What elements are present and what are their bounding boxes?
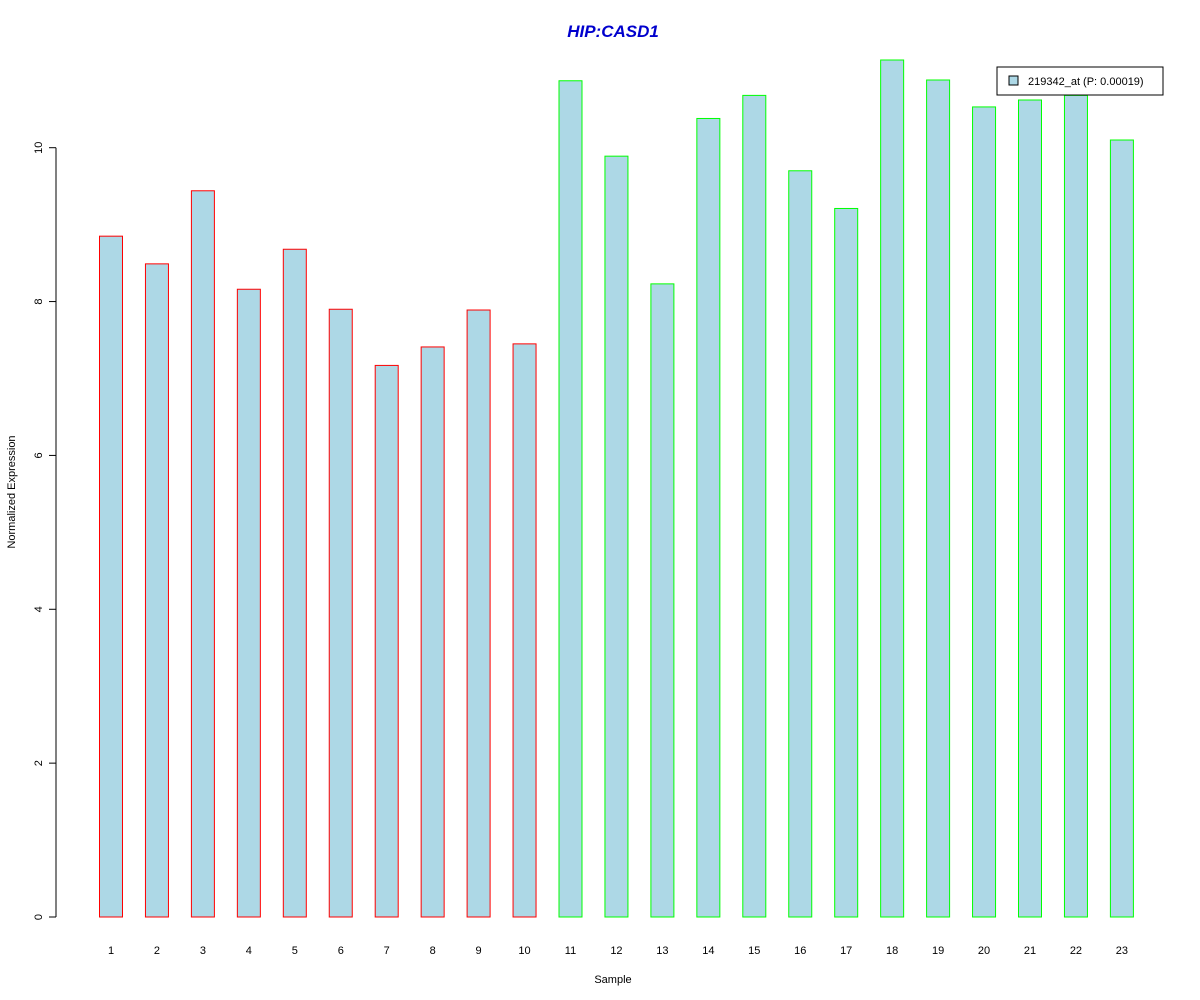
x-tick-label: 2 [154, 945, 160, 957]
x-tick-label: 11 [565, 945, 576, 957]
x-tick-label: 18 [886, 945, 898, 957]
x-tick-label: 14 [702, 945, 714, 957]
y-tick-label: 8 [33, 298, 45, 304]
bar-sample-21 [1018, 99, 1042, 918]
bar-sample-11 [558, 80, 583, 918]
y-axis-title: Normalized Expression [6, 435, 18, 548]
bar-sample-5 [282, 248, 307, 918]
x-tick-label: 4 [246, 945, 252, 957]
x-tick-label: 21 [1024, 945, 1036, 957]
legend-box [996, 66, 1164, 96]
bar-sample-20 [972, 106, 997, 918]
bar-sample-1 [99, 235, 123, 918]
x-tick-labels: 1 2 3 4 5 6 7 8 9 10 11 12 13 14 15 16 17 18 19 20 21 22 23 [108, 945, 1128, 957]
chart-title: HIP:CASD1 [567, 22, 659, 41]
bar-sample-19 [926, 79, 951, 918]
legend-swatch [1008, 75, 1019, 86]
x-tick-label: 17 [840, 945, 852, 957]
x-tick-label: 19 [932, 945, 944, 957]
legend-label: 219342_at (P: 0.00019) [1028, 76, 1144, 88]
bar-sample-23 [1109, 139, 1134, 918]
x-tick-label: 13 [656, 945, 668, 957]
x-tick-label: 3 [200, 945, 206, 957]
bars-group [99, 59, 1134, 918]
x-tick-label: 23 [1116, 945, 1128, 957]
x-axis-title: Sample [594, 974, 631, 986]
y-tick-label: 4 [33, 606, 45, 612]
bar-sample-18 [880, 59, 905, 918]
x-tick-label: 10 [518, 945, 530, 957]
x-tick-label: 22 [1070, 945, 1082, 957]
bar-sample-15 [742, 94, 767, 918]
bar-sample-4 [236, 288, 261, 918]
x-tick-label: 12 [610, 945, 622, 957]
bar-sample-12 [604, 155, 629, 918]
x-tick-label: 1 [108, 945, 114, 957]
x-tick-label: 16 [794, 945, 806, 957]
y-tick-label: 6 [33, 452, 45, 458]
x-tick-label: 8 [430, 945, 436, 957]
y-tick-label: 10 [33, 142, 45, 154]
x-tick-label: 20 [978, 945, 990, 957]
bar-sample-16 [788, 170, 813, 918]
bar-sample-17 [834, 207, 859, 918]
x-tick-label: 7 [384, 945, 390, 957]
x-tick-label: 5 [292, 945, 298, 957]
x-tick-label: 6 [338, 945, 344, 957]
bar-sample-3 [190, 190, 215, 918]
bar-sample-6 [328, 308, 353, 918]
bar-sample-7 [374, 364, 399, 918]
bar-sample-2 [144, 263, 169, 918]
y-tick-label: 0 [33, 914, 45, 920]
bar-sample-8 [420, 346, 445, 918]
bar-sample-22 [1063, 94, 1088, 918]
bar-sample-14 [696, 117, 721, 918]
bar-sample-9 [466, 309, 491, 918]
bar-sample-10 [512, 343, 537, 918]
bar-sample-13 [650, 283, 675, 918]
y-axis: 0 2 4 6 8 10 [33, 142, 57, 920]
y-tick-label: 2 [33, 760, 45, 766]
legend: 219342_at (P: 0.00019) [996, 66, 1164, 96]
x-tick-label: 15 [748, 945, 760, 957]
x-tick-label: 9 [476, 945, 482, 957]
